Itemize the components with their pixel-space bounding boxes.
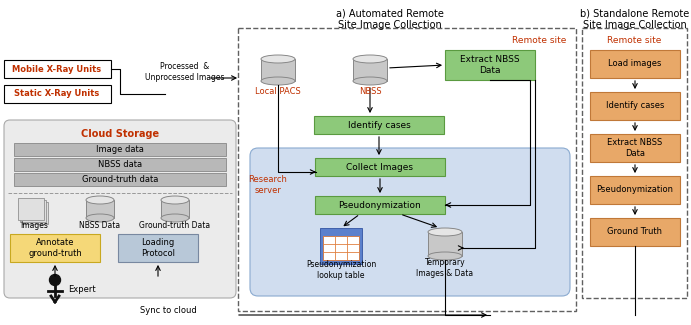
FancyBboxPatch shape [314,116,444,134]
FancyBboxPatch shape [14,158,226,171]
FancyBboxPatch shape [22,202,48,224]
FancyBboxPatch shape [320,228,362,264]
FancyBboxPatch shape [445,50,535,80]
FancyBboxPatch shape [590,176,680,204]
Text: Extract NBSS
Data: Extract NBSS Data [460,55,520,75]
Ellipse shape [86,214,114,222]
FancyBboxPatch shape [428,232,462,256]
Text: Research
server: Research server [249,175,287,195]
Text: Ground-truth Data: Ground-truth Data [140,220,211,229]
Ellipse shape [428,252,462,260]
Text: Processed  &
Unprocessed Images: Processed & Unprocessed Images [145,62,225,82]
FancyBboxPatch shape [4,85,111,103]
FancyBboxPatch shape [14,173,226,186]
Text: Pseudonymization
lookup table: Pseudonymization lookup table [306,260,376,280]
Text: Local PACS: Local PACS [255,86,301,96]
Ellipse shape [428,228,462,236]
FancyBboxPatch shape [10,234,100,262]
Text: a) Automated Remote
Site Image Collection: a) Automated Remote Site Image Collectio… [336,8,444,30]
FancyBboxPatch shape [323,236,359,260]
Bar [582,28,687,298]
FancyBboxPatch shape [161,200,189,218]
FancyBboxPatch shape [20,200,46,222]
Text: Image data: Image data [96,145,144,154]
FancyBboxPatch shape [315,196,445,214]
Text: Pseudonymization: Pseudonymization [339,201,422,210]
Ellipse shape [353,77,387,85]
FancyBboxPatch shape [4,120,236,298]
FancyBboxPatch shape [250,148,570,296]
Text: Pseudonymization: Pseudonymization [596,186,674,194]
FancyBboxPatch shape [261,59,295,81]
Text: Cloud Storage: Cloud Storage [81,129,159,139]
Text: Loading
Protocol: Loading Protocol [141,238,175,258]
FancyBboxPatch shape [14,143,226,156]
Text: Ground Truth: Ground Truth [607,227,663,237]
Text: b) Standalone Remote
Site Image Collection: b) Standalone Remote Site Image Collecti… [580,8,690,30]
Text: NBSS Data: NBSS Data [79,220,120,229]
FancyBboxPatch shape [4,60,111,78]
Ellipse shape [86,196,114,204]
Text: Remote site: Remote site [511,36,566,45]
Bar [238,28,576,311]
Text: Sync to cloud: Sync to cloud [140,306,196,315]
Text: Identify cases: Identify cases [348,121,410,129]
Text: Mobile X-Ray Units: Mobile X-Ray Units [12,64,102,73]
Text: NBSS: NBSS [359,86,381,96]
FancyBboxPatch shape [315,158,445,176]
FancyBboxPatch shape [590,218,680,246]
FancyBboxPatch shape [590,92,680,120]
Ellipse shape [261,55,295,63]
Text: Static X-Ray Units: Static X-Ray Units [15,89,100,98]
Text: NBSS data: NBSS data [98,160,142,169]
FancyBboxPatch shape [18,198,44,220]
Text: Images: Images [20,220,48,229]
Ellipse shape [261,77,295,85]
FancyBboxPatch shape [590,50,680,78]
Ellipse shape [353,55,387,63]
Ellipse shape [161,214,189,222]
Text: Collect Images: Collect Images [346,162,413,172]
FancyBboxPatch shape [118,234,198,262]
Text: Remote site: Remote site [607,36,661,45]
FancyBboxPatch shape [353,59,387,81]
Text: Temporary
Images & Data: Temporary Images & Data [417,258,473,278]
Text: Load images: Load images [608,59,662,69]
Text: Expert: Expert [68,284,95,293]
FancyBboxPatch shape [590,134,680,162]
Ellipse shape [161,196,189,204]
Text: Identify cases: Identify cases [606,101,664,111]
FancyBboxPatch shape [86,200,114,218]
Circle shape [50,275,61,285]
Text: Ground-truth data: Ground-truth data [82,175,158,184]
Text: Annotate
ground-truth: Annotate ground-truth [28,238,82,258]
Text: Extract NBSS
Data: Extract NBSS Data [607,138,663,158]
